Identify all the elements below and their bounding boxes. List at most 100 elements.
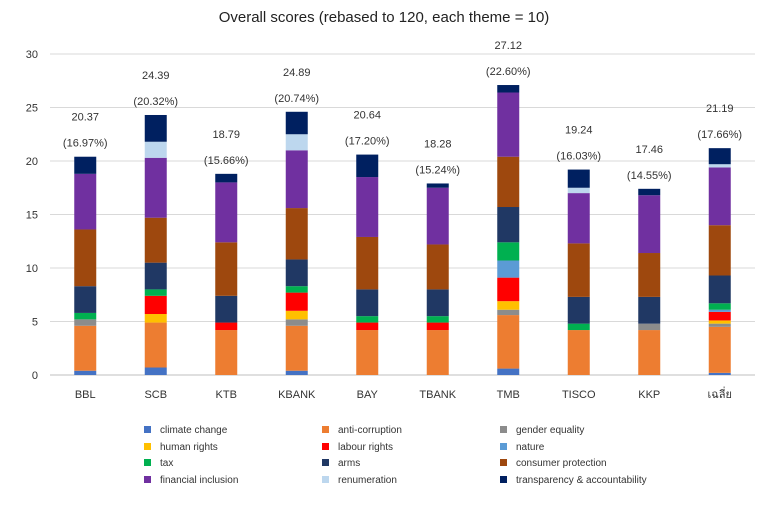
x-tick-label: KBANK xyxy=(278,389,316,401)
bar-segment xyxy=(708,311,731,321)
bar-segment xyxy=(74,286,97,313)
bar-segment xyxy=(144,322,167,368)
bar-segment xyxy=(215,322,238,331)
bar-segment xyxy=(285,310,308,320)
legend-item: financial inclusion xyxy=(144,475,238,486)
percent-label: (17.20%) xyxy=(345,136,390,148)
bar-segment xyxy=(144,114,167,142)
legend-label: consumer protection xyxy=(516,458,607,469)
bar-segment xyxy=(638,330,661,375)
legend-swatch xyxy=(500,476,507,483)
total-label: 20.64 xyxy=(353,110,381,122)
bar-stack xyxy=(356,154,379,375)
legend-label: renumeration xyxy=(338,475,397,486)
bars xyxy=(74,85,731,375)
legend-item: nature xyxy=(500,442,545,453)
bar-segment xyxy=(708,303,731,310)
chart-title: Overall scores (rebased to 120, each the… xyxy=(219,9,550,26)
y-tick-label: 20 xyxy=(26,156,38,168)
bar-segment xyxy=(708,148,731,165)
percent-label: (15.24%) xyxy=(415,164,460,176)
bar-segment xyxy=(708,167,731,226)
bar-segment xyxy=(497,92,520,157)
bar-segment xyxy=(215,330,238,375)
bar-segment xyxy=(285,134,308,151)
bar-segment xyxy=(285,325,308,371)
bar-segment xyxy=(638,253,661,297)
percent-label: (14.55%) xyxy=(627,170,672,182)
legend-label: human rights xyxy=(160,442,218,453)
bar-segment xyxy=(497,260,520,278)
bar-segment xyxy=(708,323,731,327)
bar-segment xyxy=(356,236,379,290)
percent-label: (20.74%) xyxy=(274,93,319,105)
bar-stack xyxy=(215,173,238,375)
bar-segment xyxy=(708,309,731,312)
bar-stack xyxy=(285,111,308,375)
legend-swatch xyxy=(322,459,329,466)
bar-segment xyxy=(426,316,449,323)
legend-item: arms xyxy=(322,458,360,469)
bar-segment xyxy=(356,154,379,178)
total-label: 18.79 xyxy=(212,129,240,141)
bar-segment xyxy=(497,309,520,316)
bar-segment xyxy=(285,370,308,375)
bar-segment xyxy=(497,85,520,93)
bar-segment xyxy=(426,322,449,331)
bar-segment xyxy=(567,193,590,244)
bar-segment xyxy=(497,368,520,375)
bar-segment xyxy=(144,262,167,290)
total-label: 24.89 xyxy=(283,67,311,79)
bar-segment xyxy=(567,330,590,375)
bar-segment xyxy=(638,195,661,254)
legend-item: transparency & accountability xyxy=(500,475,647,486)
x-tick-label: BBL xyxy=(75,389,96,401)
legend-swatch xyxy=(144,459,151,466)
bar-segment xyxy=(356,330,379,375)
x-tick-label: TISCO xyxy=(562,389,596,401)
bar-segment xyxy=(285,292,308,311)
bar-stack xyxy=(708,148,731,375)
legend-label: transparency & accountability xyxy=(516,475,647,486)
legend-label: arms xyxy=(338,458,360,469)
bar-segment xyxy=(426,289,449,317)
legend-item: renumeration xyxy=(322,475,397,486)
bar-segment xyxy=(74,370,97,375)
legend-item: labour rights xyxy=(322,442,393,453)
bar-segment xyxy=(74,156,97,174)
bar-segment xyxy=(144,217,167,263)
bar-stack xyxy=(567,169,590,375)
legend-item: climate change xyxy=(144,425,228,436)
x-tick-label: TBANK xyxy=(419,389,456,401)
bar-segment xyxy=(497,207,520,243)
legend-label: anti-corruption xyxy=(338,425,402,436)
legend-swatch xyxy=(500,443,507,450)
bar-segment xyxy=(144,314,167,323)
y-tick-label: 5 xyxy=(32,317,38,329)
bar-segment xyxy=(74,312,97,320)
bar-segment xyxy=(708,225,731,276)
x-tick-label: TMB xyxy=(497,389,520,401)
x-tick-label: BAY xyxy=(357,389,379,401)
bar-segment xyxy=(144,295,167,315)
bar-segment xyxy=(215,182,238,243)
legend-label: gender equality xyxy=(516,425,584,436)
y-tick-label: 10 xyxy=(26,263,38,275)
x-tick-label: เฉลี่ย xyxy=(708,386,732,401)
legend-item: human rights xyxy=(144,442,218,453)
legend-label: financial inclusion xyxy=(160,475,238,486)
legend-swatch xyxy=(500,459,507,466)
bar-stack xyxy=(638,188,661,375)
legend-label: climate change xyxy=(160,425,228,436)
bar-segment xyxy=(708,320,731,324)
x-axis-ticks: BBL SCB KTB KBANK BAY TBANK TMB TISCO KKP เฉลี่ย xyxy=(75,386,732,401)
bar-segment xyxy=(638,296,661,324)
legend-label: tax xyxy=(160,458,173,469)
bar-segment xyxy=(144,367,167,375)
legend-swatch xyxy=(144,476,151,483)
bar-segment xyxy=(638,323,661,331)
legend-swatch xyxy=(144,443,151,450)
bar-segment xyxy=(144,157,167,218)
